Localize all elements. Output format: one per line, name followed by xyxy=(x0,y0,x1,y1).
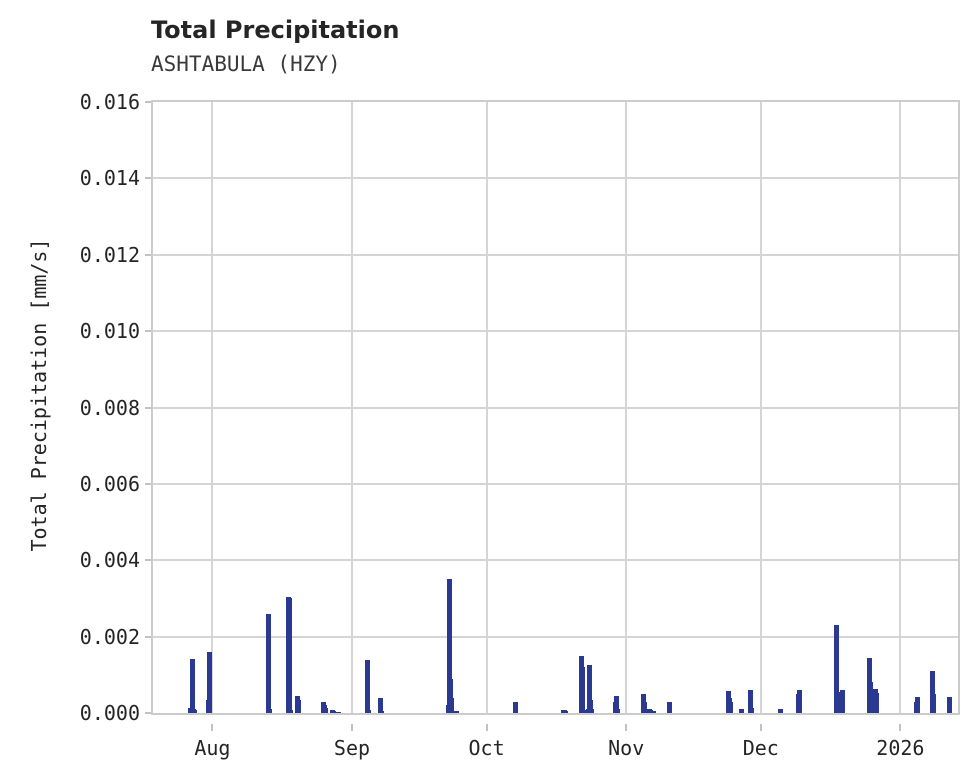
plot-area xyxy=(151,100,960,715)
bar xyxy=(930,693,936,713)
bar xyxy=(777,709,783,713)
x-tick-mark xyxy=(485,724,488,731)
gridline-horizontal xyxy=(153,635,958,638)
gridline-vertical xyxy=(625,102,628,713)
x-tick-label: Sep xyxy=(333,736,371,760)
bar xyxy=(588,709,594,713)
x-tick-label: 2026 xyxy=(876,736,925,760)
bar xyxy=(874,693,880,713)
bar xyxy=(613,695,619,713)
x-tick-mark xyxy=(899,724,902,731)
y-tick-mark xyxy=(145,101,152,103)
bar xyxy=(587,699,593,713)
gridline-horizontal xyxy=(153,253,958,256)
bar xyxy=(266,613,272,713)
bar xyxy=(446,579,452,713)
bar xyxy=(642,701,648,713)
bar xyxy=(335,711,341,713)
y-tick-label: 0.004 xyxy=(79,548,140,573)
x-tick-mark xyxy=(211,724,214,731)
bar xyxy=(748,708,754,713)
y-tick-label: 0.006 xyxy=(79,471,140,496)
y-tick-mark xyxy=(145,712,152,714)
x-tick-mark xyxy=(350,724,353,731)
y-tick-mark xyxy=(145,482,152,485)
y-tick-label: 0.014 xyxy=(79,166,140,191)
bar xyxy=(579,667,585,713)
bar xyxy=(287,597,293,713)
bar xyxy=(738,709,744,713)
bar xyxy=(563,710,569,713)
x-axis-ticks: Aug Sep Oct Nov Dec 2026 xyxy=(151,724,960,764)
bar xyxy=(914,696,920,713)
y-axis-ticks: 0.000 0.002 0.004 0.006 0.008 0.010 0.012 0.014… xyxy=(0,90,152,725)
gridline-vertical xyxy=(899,102,902,713)
y-tick-label: 0.010 xyxy=(79,319,140,344)
bar xyxy=(667,701,673,713)
bar xyxy=(453,711,459,713)
chart-subtitle: ASHTABULA (HZY) xyxy=(151,52,341,76)
bar xyxy=(365,660,371,713)
gridline-vertical xyxy=(485,102,488,713)
x-tick-mark xyxy=(625,724,628,731)
gridline-horizontal xyxy=(153,406,958,409)
bar xyxy=(378,697,384,713)
x-tick-label: Dec xyxy=(742,736,779,760)
gridline-horizontal xyxy=(153,330,958,333)
bar xyxy=(833,625,839,713)
x-tick-mark xyxy=(759,724,762,731)
bar xyxy=(947,696,953,713)
y-tick-mark xyxy=(145,635,152,638)
chart-title: Total Precipitation xyxy=(151,16,400,44)
bar xyxy=(839,690,845,713)
bar xyxy=(796,690,802,713)
bar xyxy=(379,710,385,713)
bar xyxy=(322,708,328,713)
y-tick-mark xyxy=(145,177,152,180)
y-tick-mark xyxy=(145,253,152,256)
bar xyxy=(192,710,198,713)
gridline-vertical xyxy=(211,102,214,713)
bar xyxy=(288,709,294,713)
bar xyxy=(267,709,273,713)
y-tick-label: 0.008 xyxy=(79,395,140,420)
bar xyxy=(207,651,213,713)
gridline-horizontal xyxy=(153,482,958,485)
bar xyxy=(513,702,519,713)
gridline-vertical xyxy=(350,102,353,713)
y-tick-label: 0.000 xyxy=(79,701,140,725)
gridline-horizontal xyxy=(153,177,958,180)
bar xyxy=(330,711,336,713)
bar xyxy=(448,697,454,713)
bar xyxy=(296,699,302,713)
bar xyxy=(651,711,657,713)
bar xyxy=(834,692,840,713)
bar xyxy=(867,682,873,713)
gridline-horizontal xyxy=(153,559,958,562)
bar xyxy=(728,701,734,713)
y-tick-mark xyxy=(145,406,152,409)
bar xyxy=(614,709,620,713)
x-tick-label: Nov xyxy=(608,736,645,760)
y-tick-label: 0.002 xyxy=(79,624,140,649)
bar xyxy=(586,665,592,713)
y-tick-label: 0.012 xyxy=(79,242,140,267)
bar xyxy=(190,658,196,713)
y-tick-mark xyxy=(145,559,152,562)
bar xyxy=(447,678,453,713)
y-tick-label: 0.016 xyxy=(79,90,140,114)
bar xyxy=(929,671,935,713)
x-tick-label: Oct xyxy=(468,736,505,760)
y-tick-mark xyxy=(145,330,152,333)
bar xyxy=(747,690,753,713)
gridline-vertical xyxy=(759,102,762,713)
x-tick-label: Aug xyxy=(194,736,231,760)
bar xyxy=(366,709,372,713)
